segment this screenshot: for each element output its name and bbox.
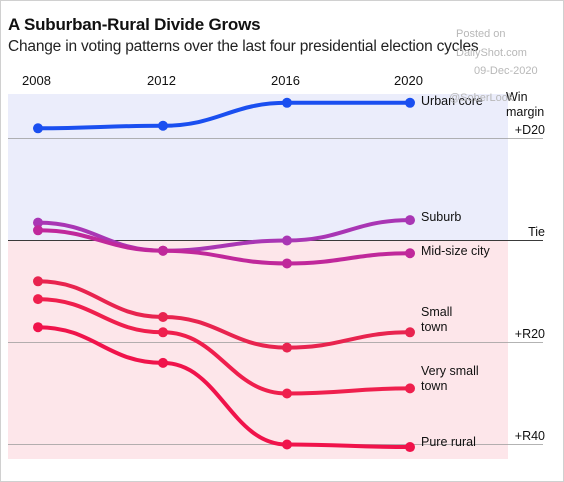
data-point	[405, 383, 415, 394]
data-point	[158, 120, 168, 131]
data-point	[33, 123, 43, 134]
data-point	[282, 388, 292, 399]
x-tick-label: 2012	[147, 73, 176, 88]
series-label: Pure rural	[421, 435, 476, 450]
x-tick-label: 2020	[394, 73, 423, 88]
series-label: Small town	[421, 305, 453, 335]
data-point	[282, 235, 292, 246]
series-label: Urban core	[421, 93, 483, 108]
data-point	[282, 439, 292, 450]
watermark-date: 09-Dec-2020	[474, 65, 538, 77]
data-point	[282, 342, 292, 353]
series-label: Very small town	[421, 364, 479, 394]
watermark-handle: @SoberLook	[449, 92, 514, 104]
data-point	[33, 276, 43, 287]
x-tick-label: 2016	[271, 73, 300, 88]
y-tick-label: +D20	[514, 122, 545, 137]
data-point	[405, 97, 415, 108]
republican-band	[8, 240, 508, 459]
series-label: Suburb	[421, 210, 462, 225]
democratic-band	[8, 94, 508, 241]
data-point	[282, 258, 292, 269]
data-point	[158, 312, 168, 322]
data-point	[405, 327, 415, 338]
x-tick-label: 2008	[22, 73, 51, 88]
data-point	[33, 322, 43, 333]
watermark-site: DailyShot.com	[456, 47, 527, 59]
y-axis-title: Win margin	[506, 90, 545, 119]
series-line-0	[36, 100, 412, 131]
watermark-posted-on: Posted on	[456, 28, 506, 40]
data-point	[33, 294, 43, 305]
chart-title: A Suburban-Rural Divide Grows	[8, 15, 261, 34]
data-point	[158, 327, 168, 338]
y-tick-label: Tie	[528, 224, 545, 239]
series-line-2	[36, 228, 412, 266]
data-point	[405, 248, 415, 259]
data-point	[405, 215, 415, 226]
series-line-5	[36, 325, 412, 450]
chart-subtitle: Change in voting patterns over the last …	[8, 38, 479, 55]
data-point	[33, 217, 43, 228]
series-line-1	[36, 218, 412, 253]
data-point	[158, 357, 168, 368]
data-point	[282, 97, 292, 108]
series-line-4	[36, 297, 412, 396]
y-tick-label: +R40	[514, 428, 545, 443]
data-point	[33, 225, 43, 236]
series-label: Mid-size city	[421, 244, 490, 259]
data-point	[405, 442, 415, 453]
data-point	[158, 245, 168, 256]
y-tick-label: +R20	[514, 326, 545, 341]
series-line-3	[36, 279, 412, 350]
